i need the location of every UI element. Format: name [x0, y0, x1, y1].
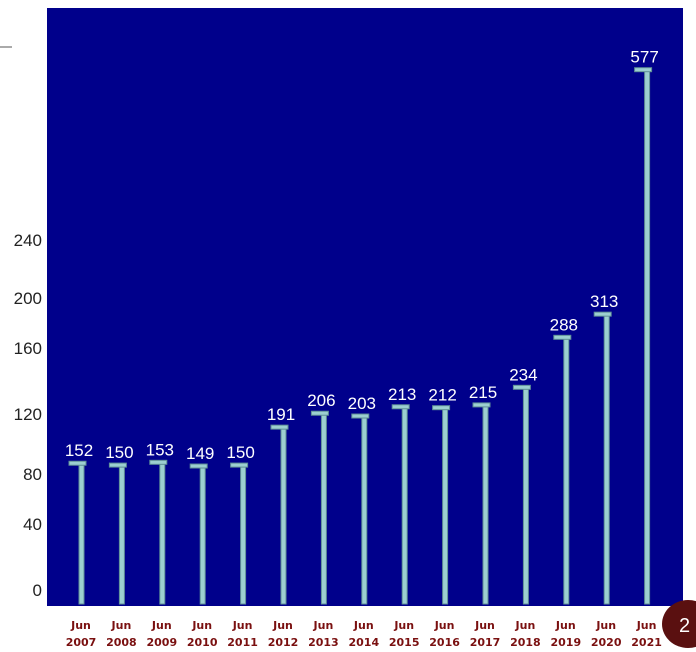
x-tick-month: Jun [636, 619, 657, 632]
x-tick-month: Jun [151, 619, 172, 632]
bar [159, 461, 166, 605]
x-tick-month: Jun [70, 619, 91, 632]
x-tick-month: Jun [515, 619, 536, 632]
bar-cap [230, 462, 249, 468]
data-label: 234 [509, 365, 537, 384]
x-tick-month: Jun [595, 619, 616, 632]
x-tick-year: 2015 [389, 636, 420, 649]
x-tick-year: 2020 [591, 636, 622, 649]
bar-cap [432, 405, 451, 411]
data-label: 149 [186, 444, 214, 463]
x-tick-year: 2014 [348, 636, 379, 649]
y-tick-label: 80 [23, 465, 42, 484]
x-tick-year: 2013 [308, 636, 339, 649]
bar-cap [149, 459, 168, 465]
bar-cap [351, 413, 370, 419]
x-tick-month: Jun [232, 619, 253, 632]
y-tick-label: 120 [14, 405, 42, 424]
x-tick-month: Jun [191, 619, 212, 632]
bar-cap [553, 334, 572, 340]
bar [199, 465, 206, 605]
data-label: 152 [65, 441, 93, 460]
x-tick-year: 2016 [429, 636, 460, 649]
bar [563, 336, 570, 605]
bar [482, 404, 489, 605]
bar-cap [391, 404, 410, 410]
x-axis: Jun 2007 Jun 2008 Jun 2009 Jun 2010 Jun 2011 Jun 20… [66, 619, 662, 649]
bar [401, 406, 408, 605]
bar [442, 407, 449, 605]
data-label: 215 [469, 383, 497, 402]
x-tick-month: Jun [434, 619, 455, 632]
x-tick-month: Jun [393, 619, 414, 632]
bar-cap [634, 67, 653, 73]
data-label: 313 [590, 292, 618, 311]
bar-cap [68, 460, 87, 466]
page-badge: 2 [662, 600, 696, 648]
x-tick-year: 2017 [470, 636, 501, 649]
bar-cap [472, 402, 491, 408]
bar [603, 313, 610, 605]
x-tick-month: Jun [474, 619, 495, 632]
x-tick-month: Jun [272, 619, 293, 632]
x-tick-year: 2009 [146, 636, 177, 649]
y-axis: 0 40 80 120 160 200 240 [14, 231, 42, 600]
y-tick-label: 240 [14, 231, 42, 250]
y-tick-label: 40 [23, 515, 42, 534]
x-tick-month: Jun [353, 619, 374, 632]
data-label: 153 [146, 440, 174, 459]
bar-cap [512, 384, 531, 390]
data-label: 213 [388, 385, 416, 404]
x-tick-year: 2008 [106, 636, 137, 649]
x-tick-year: 2018 [510, 636, 541, 649]
data-label: 150 [226, 443, 254, 462]
bar [280, 426, 287, 605]
y-tick-label: 0 [33, 581, 42, 600]
bar [78, 462, 85, 605]
data-label: 577 [630, 48, 658, 67]
bar-cap [108, 462, 127, 468]
page-badge-shape [662, 600, 696, 648]
data-label: 288 [550, 315, 578, 334]
bar-cap [310, 410, 329, 416]
bar [320, 412, 327, 605]
x-tick-month: Jun [111, 619, 132, 632]
bars [68, 67, 653, 605]
x-tick-year: 2011 [227, 636, 258, 649]
data-label: 212 [428, 386, 456, 405]
bar [361, 415, 368, 605]
bar [644, 69, 651, 605]
x-tick-year: 2007 [66, 636, 97, 649]
page-number: 2 [679, 615, 690, 637]
data-label: 206 [307, 391, 335, 410]
value-labels: 152 150 153 149 150 191 206 203 213 212 215 234 288 3… [65, 48, 659, 463]
x-tick-year: 2021 [631, 636, 662, 649]
x-tick-year: 2019 [550, 636, 581, 649]
data-label: 191 [267, 405, 295, 424]
x-tick-month: Jun [555, 619, 576, 632]
bar-cap [189, 463, 208, 469]
bar [522, 386, 529, 605]
x-tick-year: 2012 [268, 636, 299, 649]
x-tick-month: Jun [313, 619, 334, 632]
bar-cap [593, 311, 612, 317]
y-tick-label: 160 [14, 339, 42, 358]
bar-cap [270, 424, 289, 430]
data-label: 150 [105, 443, 133, 462]
bar [240, 464, 247, 605]
x-tick-year: 2010 [187, 636, 218, 649]
data-label: 203 [348, 394, 376, 413]
bar [118, 464, 125, 605]
y-tick-label: 200 [14, 289, 42, 308]
